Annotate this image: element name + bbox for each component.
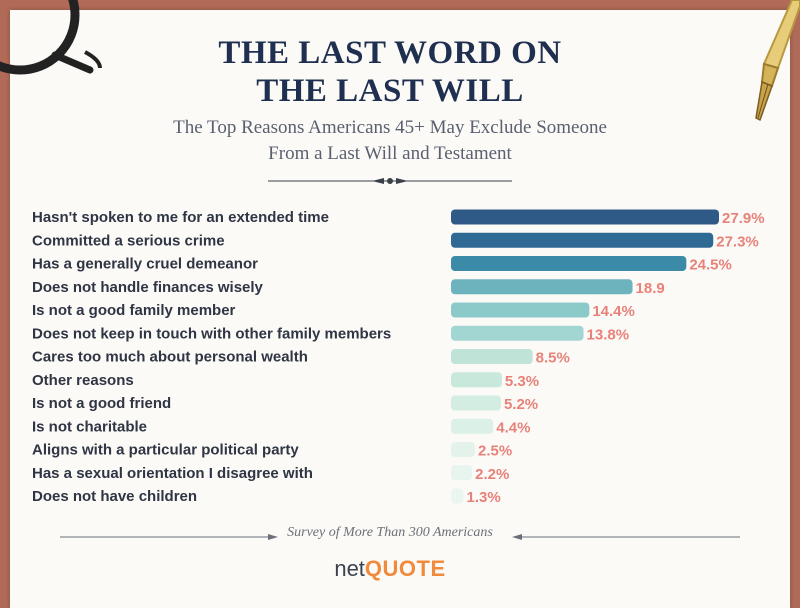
value-label: 13.8% (587, 326, 630, 343)
bar (451, 372, 502, 388)
bar (451, 395, 501, 411)
value-label: 18.9 (636, 280, 665, 297)
value-label: 5.2% (504, 396, 538, 413)
subtitle-line-1: The Top Reasons Americans 45+ May Exclud… (173, 117, 607, 138)
category-label: Other reasons (32, 372, 134, 389)
value-label: 4.4% (496, 419, 530, 436)
value-label: 27.9% (722, 210, 765, 227)
category-label: Has a sexual orientation I disagree with (32, 465, 313, 482)
value-label: 24.5% (689, 257, 732, 274)
subtitle-line-2: From a Last Will and Testament (268, 143, 512, 164)
value-label: 14.4% (592, 303, 635, 320)
bar (451, 279, 633, 295)
bar (451, 302, 590, 318)
fountain-pen-icon (755, 0, 800, 122)
category-label: Committed a serious crime (32, 232, 225, 249)
bar (451, 488, 464, 504)
title-line-1: THE LAST WORD ON (218, 35, 562, 71)
category-label: Aligns with a particular political party (32, 442, 299, 459)
bar (451, 209, 719, 225)
bar (451, 442, 476, 457)
survey-note: Survey of More Than 300 Americans (287, 525, 493, 540)
footer-rule-left (60, 534, 278, 540)
value-label: 5.3% (505, 373, 539, 390)
ornament-divider (268, 178, 512, 184)
category-label: Cares too much about personal wealth (32, 349, 308, 366)
glasses-icon (0, 0, 102, 75)
category-label: Is not charitable (32, 418, 147, 435)
category-label: Has a generally cruel demeanor (32, 256, 258, 273)
footer-rule-right (512, 534, 740, 540)
netquote-logo[interactable]: netQUOTE (0, 556, 780, 582)
value-label: 8.5% (536, 350, 570, 367)
category-label: Does not have children (32, 488, 197, 505)
category-label: Does not handle finances wisely (32, 279, 264, 296)
bar (451, 325, 584, 341)
bar-chart: Hasn't spoken to me for an extended time… (32, 209, 765, 506)
bar (451, 349, 533, 364)
paper-background (10, 10, 790, 608)
bar (451, 418, 494, 434)
category-label: Hasn't spoken to me for an extended time (32, 209, 329, 226)
value-label: 1.3% (466, 489, 500, 506)
value-label: 2.5% (478, 443, 512, 460)
logo-quote-text: QUOTE (364, 556, 446, 581)
category-label: Is not a good friend (32, 395, 171, 412)
category-label: Does not keep in touch with other family… (32, 325, 391, 342)
value-label: 2.2% (475, 466, 509, 483)
logo-net-text: net (334, 556, 365, 581)
value-label: 27.3% (716, 233, 759, 250)
bar (451, 465, 473, 481)
bar (451, 256, 687, 271)
category-label: Is not a good family member (32, 302, 236, 319)
bar (451, 232, 714, 248)
title-line-2: THE LAST WILL (256, 73, 524, 109)
